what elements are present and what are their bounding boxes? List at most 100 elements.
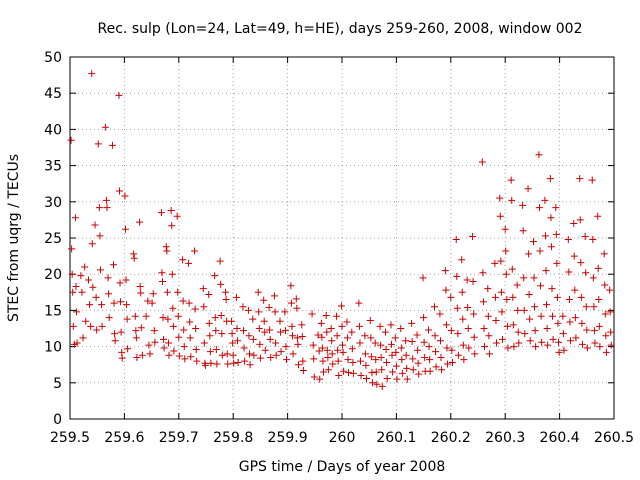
- data-point: [206, 348, 214, 356]
- data-point: [158, 269, 166, 277]
- data-point: [535, 204, 543, 212]
- data-point: [192, 325, 200, 332]
- data-point: [207, 359, 215, 367]
- data-point: [529, 238, 537, 246]
- y-tick-label: 5: [53, 376, 62, 392]
- data-point: [309, 341, 317, 349]
- data-point: [174, 288, 182, 296]
- data-point: [601, 310, 609, 318]
- data-point: [398, 356, 406, 364]
- x-tick-label: 260.1: [376, 430, 416, 446]
- data-point: [288, 332, 296, 340]
- data-point: [256, 340, 264, 348]
- data-point: [492, 317, 500, 325]
- data-point: [448, 359, 456, 367]
- data-point: [255, 325, 263, 332]
- data-point: [310, 373, 318, 381]
- data-point: [200, 303, 208, 311]
- data-point: [525, 250, 533, 258]
- y-tick-label: 45: [44, 86, 62, 102]
- data-point: [549, 335, 557, 343]
- data-point: [167, 206, 175, 214]
- data-point: [191, 305, 199, 313]
- data-point: [261, 328, 269, 336]
- data-point: [484, 285, 492, 293]
- data-point: [246, 350, 254, 358]
- data-point: [293, 334, 301, 342]
- data-point: [78, 288, 86, 296]
- data-point: [443, 344, 451, 352]
- data-point: [288, 322, 296, 330]
- data-point: [205, 290, 213, 298]
- data-point: [200, 339, 208, 347]
- data-point: [552, 204, 560, 212]
- data-point: [596, 343, 604, 351]
- data-point: [357, 372, 365, 380]
- data-point: [421, 353, 429, 361]
- data-point: [222, 296, 230, 304]
- data-point: [548, 285, 556, 293]
- data-point: [287, 299, 295, 307]
- data-point: [164, 339, 172, 347]
- data-point: [521, 330, 529, 338]
- data-point: [335, 372, 343, 380]
- data-point: [497, 288, 505, 296]
- data-point: [150, 327, 158, 335]
- data-point: [233, 325, 241, 332]
- data-point: [110, 299, 118, 307]
- data-point: [265, 304, 273, 312]
- data-point: [537, 312, 545, 320]
- data-point: [565, 296, 573, 304]
- data-point: [299, 357, 307, 365]
- data-point: [191, 247, 199, 255]
- data-point: [239, 303, 247, 311]
- data-point: [570, 252, 578, 260]
- data-point: [111, 330, 119, 338]
- data-point: [601, 281, 609, 289]
- data-point: [175, 333, 183, 341]
- data-point: [432, 348, 440, 356]
- data-point: [165, 351, 173, 359]
- data-point: [509, 321, 517, 329]
- data-point: [173, 212, 181, 220]
- data-point: [116, 279, 124, 287]
- data-point: [549, 312, 557, 320]
- data-point: [132, 334, 140, 342]
- data-point: [110, 261, 118, 269]
- data-point: [372, 356, 380, 364]
- x-axis-label: GPS time / Days of year 2008: [239, 459, 446, 475]
- data-point: [73, 339, 81, 347]
- data-point: [526, 337, 534, 345]
- data-point: [544, 341, 552, 349]
- data-point: [271, 292, 279, 300]
- data-point: [339, 348, 347, 356]
- data-point: [519, 201, 527, 209]
- data-point: [576, 216, 584, 224]
- data-point: [398, 369, 406, 377]
- data-point: [372, 368, 380, 376]
- data-point: [111, 337, 119, 345]
- data-point: [281, 308, 289, 316]
- x-tick-label: 260.4: [540, 430, 580, 446]
- data-point: [272, 339, 280, 347]
- data-point: [367, 334, 375, 342]
- data-point: [582, 303, 590, 311]
- data-point: [181, 355, 189, 363]
- data-point: [447, 327, 455, 335]
- x-axis-tick-labels: 259.5 259.6 259.7 259.8 259.9 260 260.1 260.2 26…: [50, 430, 634, 446]
- data-point: [541, 196, 549, 204]
- data-point: [103, 204, 111, 212]
- data-point: [294, 361, 302, 369]
- data-point: [355, 299, 363, 307]
- data-point: [241, 357, 249, 365]
- data-point: [249, 335, 257, 343]
- data-point: [186, 334, 194, 342]
- data-point: [542, 267, 550, 275]
- data-point: [217, 311, 225, 319]
- data-point: [426, 367, 434, 375]
- data-point: [250, 351, 258, 359]
- data-point: [320, 368, 328, 376]
- data-point: [535, 151, 543, 159]
- data-point: [553, 293, 561, 301]
- data-point: [142, 312, 150, 320]
